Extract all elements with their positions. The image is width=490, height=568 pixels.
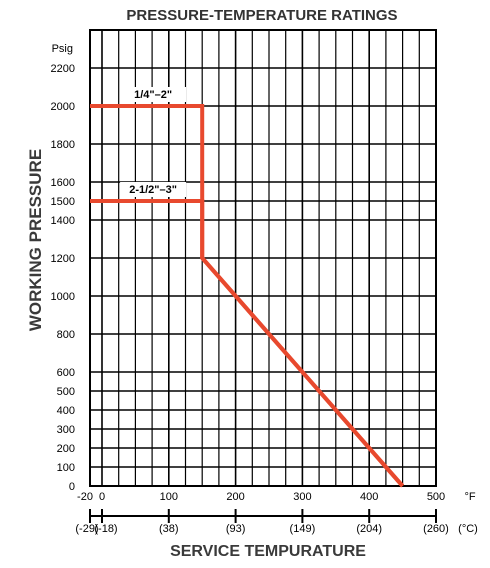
x-tick-label: 200 <box>226 491 244 503</box>
x2-tick-label: (260) <box>423 523 449 535</box>
x-tick-label: 100 <box>160 491 178 503</box>
x-axis-title: SERVICE TEMPURATURE <box>170 543 366 560</box>
y-tick-label: 2200 <box>51 63 75 75</box>
y-tick-label: 1500 <box>51 196 75 208</box>
x-tick-label: 500 <box>427 491 445 503</box>
y-tick-label: 0 <box>69 481 75 493</box>
y-axis-unit: Psig <box>52 43 73 55</box>
y-tick-label: 1800 <box>51 139 75 151</box>
y-tick-label: 1000 <box>51 291 75 303</box>
x2-tick-label: (-29) <box>75 523 98 535</box>
y-tick-label: 800 <box>57 329 75 341</box>
y-tick-label: 1200 <box>51 253 75 265</box>
y-tick-label: 1400 <box>51 215 75 227</box>
x-axis-unit-celsius: (°C) <box>458 523 478 535</box>
x2-tick-label: (38) <box>159 523 179 535</box>
series-line-2 <box>90 199 405 488</box>
chart-title: PRESSURE-TEMPERATURE RATINGS <box>126 7 397 24</box>
x-tick-label: -20 <box>77 491 93 503</box>
y-tick-label: 200 <box>57 443 75 455</box>
y-tick-label: 300 <box>57 424 75 436</box>
y-tick-label: 600 <box>57 367 75 379</box>
y-tick-label: 100 <box>57 462 75 474</box>
y-tick-label: 1600 <box>51 177 75 189</box>
x2-tick-label: (-18) <box>94 523 117 535</box>
series-label-1: 1/4"–2" <box>134 89 172 101</box>
x2-tick-label: (204) <box>356 523 382 535</box>
x2-tick-label: (149) <box>290 523 316 535</box>
series-label-2: 2-1/2"–3" <box>129 184 177 196</box>
x-tick-label: 400 <box>360 491 378 503</box>
plot-frame <box>89 29 437 487</box>
y-tick-label: 2000 <box>51 101 75 113</box>
y-tick-label: 500 <box>57 386 75 398</box>
series-label-background <box>120 182 187 197</box>
x-axis-unit-fahrenheit: °F <box>464 491 475 503</box>
x-tick-label: 0 <box>99 491 105 503</box>
series-label-background <box>120 87 187 102</box>
y-tick-label: 400 <box>57 405 75 417</box>
y-axis-title: WORKING PRESSURE <box>26 149 45 331</box>
x-tick-label: 300 <box>293 491 311 503</box>
x2-tick-label: (93) <box>226 523 246 535</box>
